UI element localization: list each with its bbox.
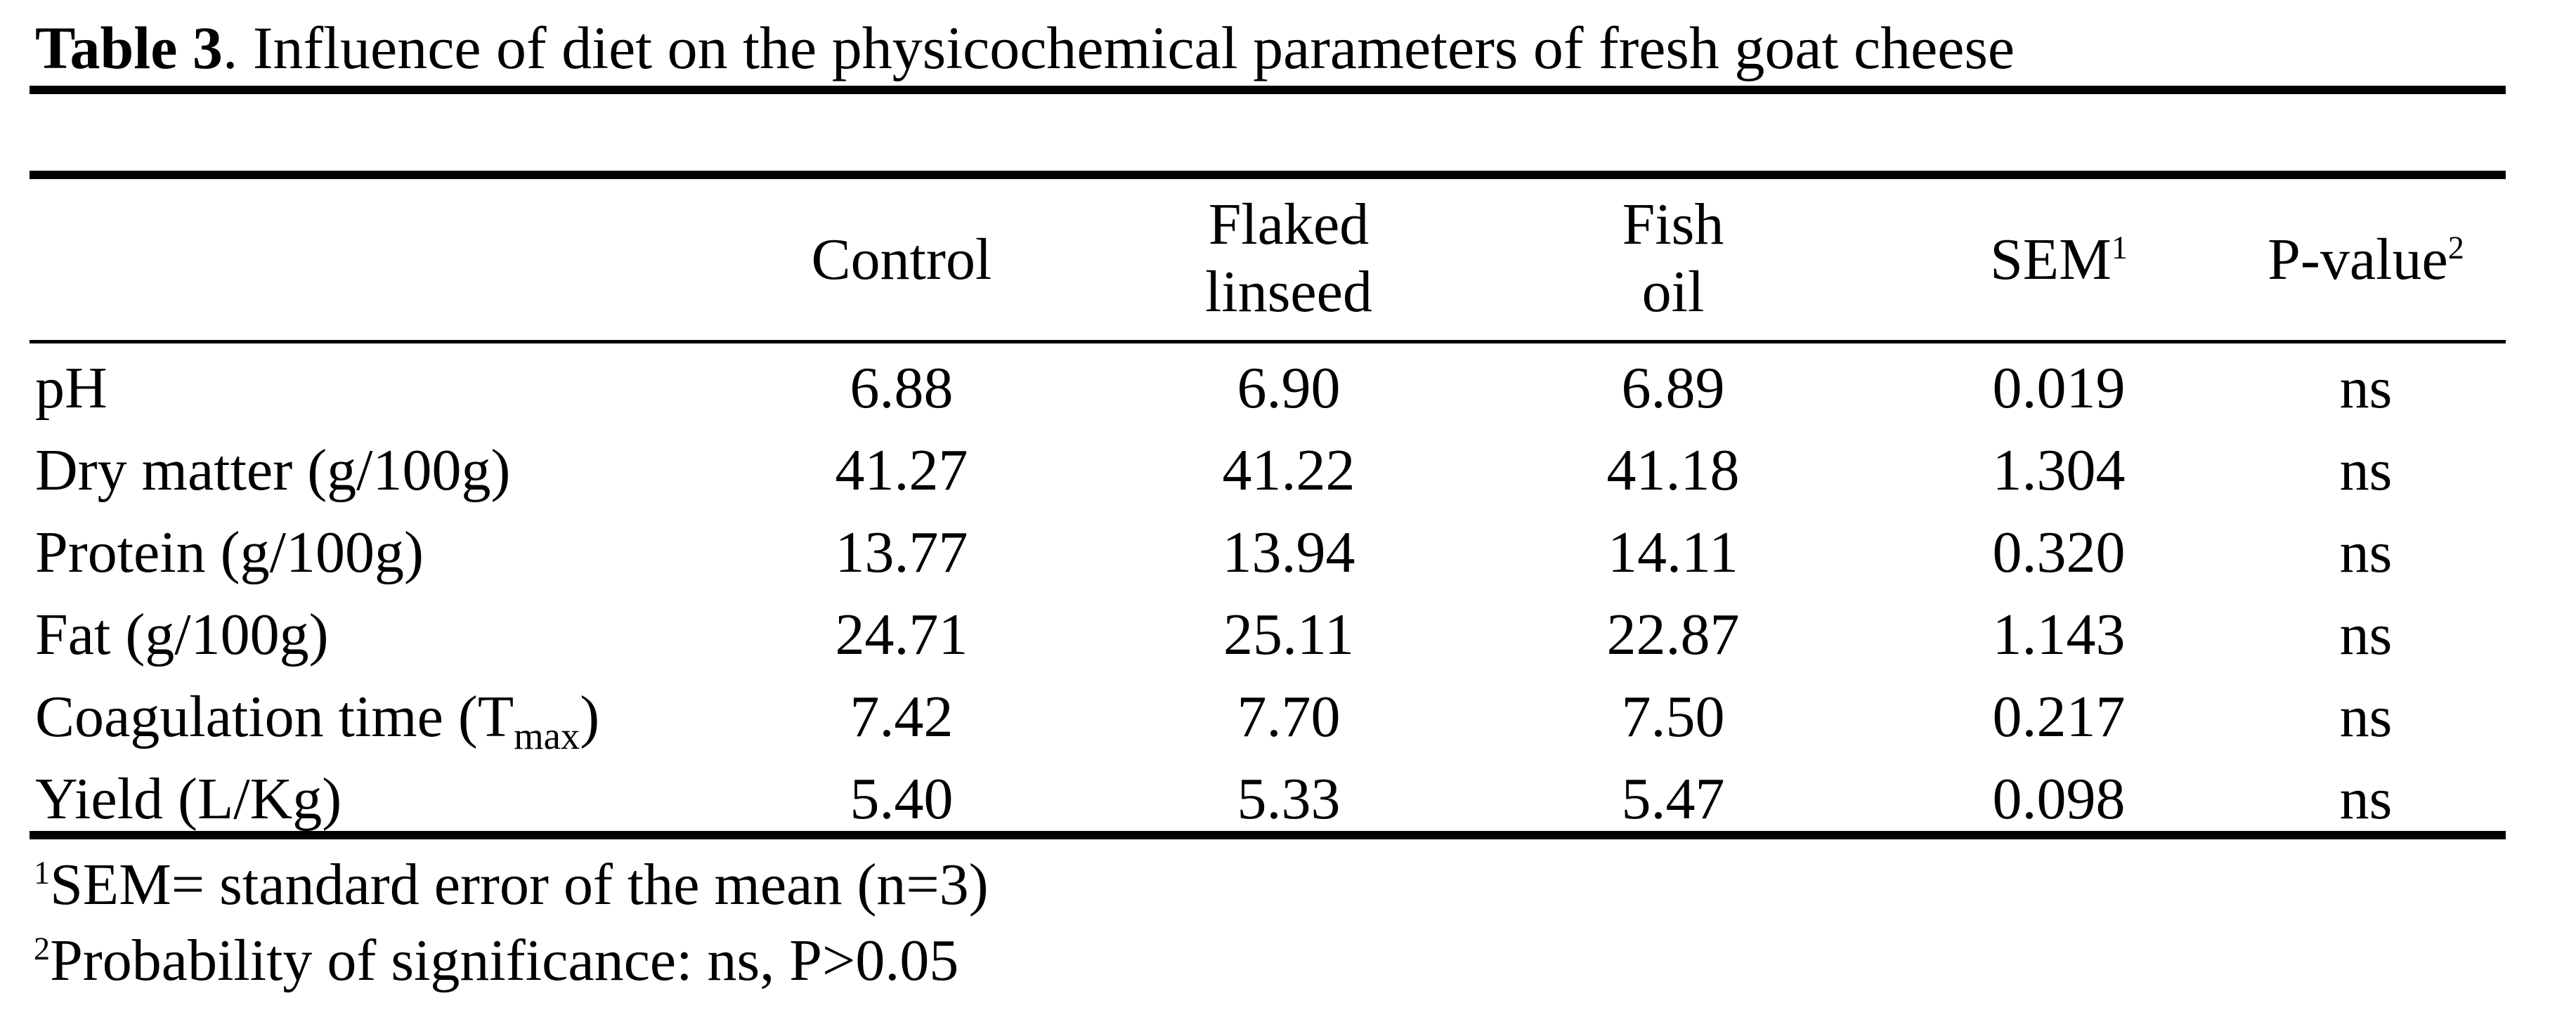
column-header-flaked-linseed-line2: linseed bbox=[1205, 259, 1372, 325]
footnote-ref-2: 2 bbox=[2447, 230, 2464, 266]
footnote-2: 2Probability of significance: ns, P>0.05 bbox=[34, 927, 958, 995]
row-label-text: Coagulation time (T bbox=[35, 684, 514, 749]
row-label: Fat (g/100g) bbox=[35, 602, 329, 667]
column-header-fish-oil: Fish oil bbox=[1622, 191, 1724, 326]
column-header-fish-oil-line1: Fish bbox=[1622, 192, 1724, 257]
cell-control: 5.40 bbox=[850, 766, 954, 832]
cell-fish-oil: 22.87 bbox=[1606, 602, 1740, 667]
cell-p-value: ns bbox=[2339, 355, 2393, 421]
footnote-mark: 2 bbox=[34, 931, 51, 967]
column-header-sem-label: SEM bbox=[1990, 227, 2112, 292]
cell-control: 24.71 bbox=[835, 602, 968, 667]
cell-fish-oil: 5.47 bbox=[1621, 766, 1725, 832]
column-header-sem: SEM1 bbox=[1990, 226, 2128, 294]
column-header-flaked-linseed-line1: Flaked bbox=[1208, 192, 1370, 257]
row-label-close: ) bbox=[580, 684, 600, 749]
footnote-1: 1SEM= standard error of the mean (n=3) bbox=[34, 851, 989, 919]
cell-sem: 0.320 bbox=[1992, 520, 2126, 585]
header-bottom-rule bbox=[30, 340, 2506, 343]
cell-sem: 0.019 bbox=[1992, 355, 2126, 421]
column-header-p-value: P-value2 bbox=[2268, 226, 2464, 294]
cell-fish-oil: 7.50 bbox=[1621, 684, 1725, 749]
column-header-p-value-label: P-value bbox=[2268, 227, 2448, 292]
cell-flaked-linseed: 5.33 bbox=[1237, 766, 1341, 832]
row-label: Coagulation time (Tmax) bbox=[35, 683, 600, 755]
table-caption: Table 3. Influence of diet on the physic… bbox=[35, 13, 2015, 83]
cell-sem: 0.217 bbox=[1992, 684, 2126, 749]
footnote-text: SEM= standard error of the mean (n=3) bbox=[50, 852, 989, 917]
row-label-subscript: max bbox=[514, 714, 580, 757]
cell-p-value: ns bbox=[2339, 438, 2393, 503]
cell-flaked-linseed: 25.11 bbox=[1223, 602, 1354, 667]
cell-p-value: ns bbox=[2339, 602, 2393, 667]
cell-control: 6.88 bbox=[850, 355, 954, 421]
cell-sem: 1.304 bbox=[1992, 438, 2126, 503]
header-top-rule bbox=[30, 171, 2506, 179]
column-header-fish-oil-line2: oil bbox=[1641, 259, 1705, 325]
cell-control: 41.27 bbox=[835, 438, 968, 503]
bottom-rule bbox=[30, 831, 2506, 839]
footnote-text: Probability of significance: ns, P>0.05 bbox=[50, 928, 959, 993]
row-label: Yield (L/Kg) bbox=[35, 766, 342, 832]
column-header-control: Control bbox=[811, 227, 992, 292]
cell-p-value: ns bbox=[2339, 520, 2393, 585]
cell-sem: 1.143 bbox=[1992, 602, 2126, 667]
cell-flaked-linseed: 41.22 bbox=[1222, 438, 1355, 503]
row-label: Dry matter (g/100g) bbox=[35, 438, 511, 503]
cell-fish-oil: 14.11 bbox=[1608, 520, 1738, 585]
cell-fish-oil: 6.89 bbox=[1621, 355, 1725, 421]
footnote-mark: 1 bbox=[34, 855, 51, 891]
top-rule bbox=[30, 86, 2506, 94]
row-label: pH bbox=[35, 355, 108, 421]
cell-control: 7.42 bbox=[850, 684, 954, 749]
cell-fish-oil: 41.18 bbox=[1606, 438, 1740, 503]
cell-control: 13.77 bbox=[835, 520, 968, 585]
table-title: . Influence of diet on the physicochemic… bbox=[222, 14, 2015, 81]
cell-p-value: ns bbox=[2339, 684, 2393, 749]
column-header-flaked-linseed: Flaked linseed bbox=[1205, 191, 1372, 326]
cell-p-value: ns bbox=[2339, 766, 2393, 832]
cell-sem: 0.098 bbox=[1992, 766, 2126, 832]
cell-flaked-linseed: 13.94 bbox=[1222, 520, 1355, 585]
cell-flaked-linseed: 7.70 bbox=[1237, 684, 1341, 749]
cell-flaked-linseed: 6.90 bbox=[1237, 355, 1341, 421]
footnote-ref-1: 1 bbox=[2111, 230, 2128, 266]
row-label: Protein (g/100g) bbox=[35, 520, 424, 585]
table-label: Table 3 bbox=[35, 14, 223, 81]
